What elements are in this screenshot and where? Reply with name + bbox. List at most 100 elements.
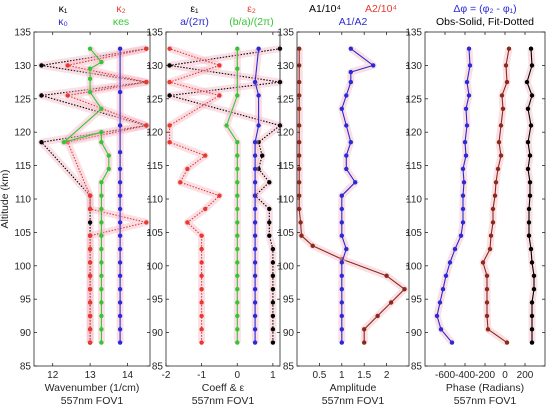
data-point [99,193,104,198]
data-point [297,106,302,112]
data-point [339,220,344,225]
title-part: Δφ = (φ₂ - φ₁) [453,3,516,15]
data-point [99,130,104,135]
y-tick-label: 130 [277,61,294,72]
y-tick-label: 110 [406,195,422,206]
data-point [252,300,258,305]
title-part: κ₁ [59,3,68,15]
data-point [252,273,258,278]
data-point [484,287,490,292]
data-point [297,93,302,98]
data-point [117,193,123,198]
data-point [199,246,204,252]
data-point [529,93,535,98]
data-point [87,206,93,212]
data-point [117,340,123,345]
data-point [499,93,505,98]
data-point [252,287,258,292]
x-tick-label: 200 [517,370,534,381]
data-point [484,313,490,319]
data-point [339,193,344,198]
data-point [362,327,367,332]
data-point [388,300,394,305]
data-point [99,260,104,265]
title-part: A2/10⁴ [365,3,397,15]
data-point [252,220,258,225]
x-tick-label: 1.5 [357,370,371,381]
data-point [480,260,486,265]
data-point [525,106,531,112]
data-point [106,153,112,158]
data-point [87,193,93,198]
title-part: κ₀ [58,16,68,28]
data-point [484,273,490,278]
data-point [235,153,240,158]
data-point [460,220,466,225]
data-point [167,46,172,51]
y-tick-label: 125 [405,94,422,105]
data-point [144,79,149,85]
data-point [458,233,464,238]
data-point [185,166,190,172]
y-tick-label: 105 [14,228,31,239]
chart-panel-4: 85 90 95 100 105 110 115 120 125 130 135 -600 -400 -2… [405,3,546,407]
data-point [270,340,276,345]
data-point [117,313,123,319]
data-point [117,327,123,332]
data-point [527,153,533,158]
data-point [339,273,344,278]
data-point [185,220,190,225]
data-point [348,79,353,85]
data-point [270,327,276,332]
y-tick-label: 120 [146,128,163,139]
data-point [492,193,498,198]
data-point [235,233,240,238]
data-point [463,106,469,112]
data-point [348,46,353,51]
panel-caption: 557nm FOV1 [454,395,517,407]
series-line [526,48,535,343]
x-tick-label: 2 [384,370,390,381]
data-point [235,260,240,265]
y-tick-label: 120 [277,128,294,139]
data-point [99,246,104,252]
panel-caption: 557nm FOV1 [322,395,385,407]
x-tick-label: -2 [162,370,171,381]
y-tick-label: 110 [147,195,163,206]
y-tick-label: 125 [277,94,294,105]
title-part: ε₁ [190,3,199,15]
data-point [460,193,466,198]
y-tick-label: 125 [14,94,31,105]
data-point [339,300,344,305]
data-point [117,206,123,212]
series-line [482,48,510,344]
data-point [235,166,240,172]
data-point [199,327,204,332]
y-tick-label: 105 [405,228,422,239]
data-point [252,180,258,185]
data-point [344,246,349,252]
data-point [117,220,123,225]
y-tick-label: 95 [411,295,423,306]
series-band [166,45,284,343]
data-point [217,93,222,98]
data-point [167,63,172,68]
title-part: Obs-Solid, Fit-Dotted [436,16,534,28]
data-point [87,89,93,95]
y-tick-label: 135 [146,28,163,39]
data-point [526,233,532,238]
data-point [464,123,470,128]
x-axis-label: Phase (Radians) [446,382,524,394]
y-tick-label: 110 [15,195,31,206]
data-point [144,123,149,128]
data-point [485,327,491,332]
data-point [339,340,344,345]
data-point [310,243,315,248]
data-point [344,93,349,98]
data-point [434,313,440,319]
x-tick-label: 0 [502,370,508,381]
data-point [87,233,93,238]
data-point [87,46,93,51]
data-point [348,140,353,145]
